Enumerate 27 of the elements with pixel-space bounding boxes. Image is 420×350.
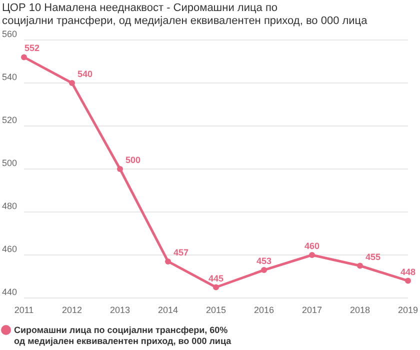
y-tick-label: 560 <box>2 29 18 39</box>
y-tick-label: 480 <box>2 201 18 211</box>
data-label: 460 <box>304 241 320 251</box>
data-label: 448 <box>400 266 416 277</box>
chart-title: ЦОР 10 Намалена нееднаквост - Сиромашни лица по социјални трансфери, од медијален еквивалентен приход, во 000 лица <box>2 2 368 27</box>
legend-label: Сиромашни лица по социјални трансфери, 60% од медијален еквивалентен приход, во 000 лица <box>14 325 232 346</box>
y-tick-label: 520 <box>2 115 18 125</box>
y-tick-label: 440 <box>2 287 18 297</box>
x-tick-label: 2017 <box>302 305 322 315</box>
data-label: 455 <box>365 252 381 262</box>
x-tick-label: 2018 <box>350 305 370 315</box>
x-tick-label: 2016 <box>254 305 274 315</box>
y-tick-label: 460 <box>2 244 18 254</box>
x-tick-label: 2014 <box>158 305 178 315</box>
data-label: 540 <box>77 69 93 79</box>
data-label: 552 <box>24 43 40 54</box>
x-tick-label: 2019 <box>398 305 418 315</box>
x-tick-label: 2011 <box>14 305 34 315</box>
x-tick-label: 2012 <box>62 305 82 315</box>
data-label: 500 <box>125 155 141 165</box>
data-label: 457 <box>173 247 189 258</box>
x-tick-label: 2015 <box>206 305 226 315</box>
y-tick-label: 500 <box>2 158 18 168</box>
y-tick-label: 540 <box>2 72 18 82</box>
data-label: 453 <box>256 256 272 266</box>
x-tick-label: 2013 <box>110 305 130 315</box>
data-label: 445 <box>208 273 224 284</box>
